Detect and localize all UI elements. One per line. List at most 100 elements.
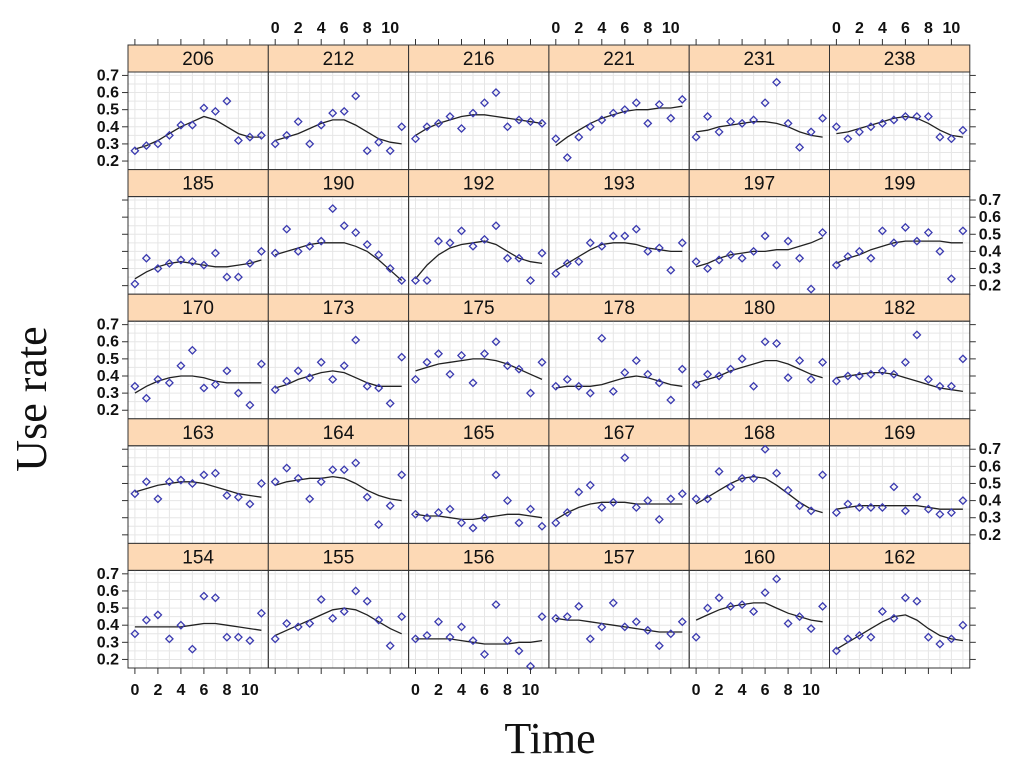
data-point xyxy=(866,369,876,379)
data-point xyxy=(187,120,197,130)
panel-168: 168 xyxy=(688,418,831,544)
panel-frame-231 xyxy=(688,71,831,171)
strip-label-216: 216 xyxy=(463,49,495,70)
panel-frame-156 xyxy=(408,569,550,669)
data-point xyxy=(562,374,572,384)
data-point xyxy=(210,106,220,116)
y-tick-label: 0.2 xyxy=(97,402,119,419)
data-point xyxy=(677,94,687,104)
data-point xyxy=(923,374,933,384)
panel-221: 221 xyxy=(548,44,690,171)
data-point xyxy=(643,369,653,379)
strip-label-180: 180 xyxy=(743,298,775,319)
data-point xyxy=(130,381,140,391)
panel-154: 154 xyxy=(127,542,269,669)
data-point xyxy=(385,641,395,651)
data-point xyxy=(806,284,816,294)
smooth-line-231 xyxy=(696,121,823,138)
data-point xyxy=(946,274,956,284)
data-point xyxy=(397,122,407,132)
axes-layer: 0 2 4 6 8 100 2 4 6 8 100 2 4 6 8 100 2 4 6 8 100 2 4 6 8 100 2 4 6 8… xyxy=(97,20,1001,699)
y-tick-label: 0.7 xyxy=(979,192,1001,209)
data-point xyxy=(293,117,303,127)
smooth-line-190 xyxy=(275,242,403,281)
smooth-line-212 xyxy=(275,119,402,145)
data-point xyxy=(866,253,876,263)
data-point xyxy=(537,118,547,128)
panel-frame-162 xyxy=(829,569,971,669)
panel-178: 178 xyxy=(548,293,690,420)
data-point xyxy=(256,478,266,488)
data-point xyxy=(141,477,151,487)
data-point xyxy=(795,356,805,366)
strip-165 xyxy=(408,418,550,447)
data-point xyxy=(233,135,243,146)
data-point xyxy=(339,465,349,475)
data-point xyxy=(703,111,713,122)
data-point xyxy=(176,120,186,130)
data-point xyxy=(854,246,864,256)
data-point xyxy=(783,373,793,383)
x-tick-label: 8 xyxy=(222,682,231,699)
data-point xyxy=(339,606,349,617)
panel-frame-206 xyxy=(127,71,269,171)
strip-238 xyxy=(829,44,971,73)
data-point xyxy=(433,617,444,627)
data-point xyxy=(222,490,232,500)
data-point xyxy=(130,279,140,289)
data-point xyxy=(703,263,713,274)
data-point xyxy=(806,374,816,384)
data-point xyxy=(749,473,759,483)
data-point xyxy=(691,380,701,390)
data-point xyxy=(737,253,747,263)
data-point xyxy=(233,492,243,502)
data-point xyxy=(691,257,701,267)
x-tick-label: 6 xyxy=(620,20,629,37)
y-tick-label: 0.5 xyxy=(979,475,1001,492)
data-point xyxy=(187,345,197,355)
data-point xyxy=(502,122,513,132)
data-point xyxy=(525,388,536,398)
panel-frame-190 xyxy=(267,196,410,295)
data-point xyxy=(551,134,561,144)
data-point xyxy=(795,612,805,622)
data-point xyxy=(270,477,280,487)
data-point xyxy=(385,146,395,156)
data-point xyxy=(153,139,163,149)
data-point xyxy=(502,253,513,263)
data-point xyxy=(703,603,713,613)
data-point xyxy=(491,470,501,480)
data-point xyxy=(525,117,536,127)
data-point xyxy=(233,388,243,398)
data-point xyxy=(176,475,186,485)
data-point xyxy=(351,91,361,101)
data-point xyxy=(677,617,687,627)
data-point xyxy=(245,636,255,646)
data-point xyxy=(620,105,630,115)
data-point xyxy=(760,231,770,241)
strip-label-175: 175 xyxy=(463,298,495,319)
panel-frame-197 xyxy=(688,196,831,295)
data-point xyxy=(479,513,490,523)
y-tick-label: 0.2 xyxy=(979,527,1001,544)
strip-221 xyxy=(548,44,690,73)
data-point xyxy=(222,96,232,106)
data-point xyxy=(854,127,864,137)
data-point xyxy=(749,606,759,617)
smooth-line-199 xyxy=(836,240,963,264)
data-point xyxy=(397,470,407,480)
panel-180: 180 xyxy=(688,293,831,420)
data-point xyxy=(502,361,513,371)
data-point xyxy=(958,226,968,236)
data-point xyxy=(831,260,841,270)
data-point xyxy=(187,257,197,267)
data-point xyxy=(164,477,174,487)
data-point xyxy=(866,502,876,512)
data-point xyxy=(597,241,607,251)
data-point xyxy=(270,634,280,644)
data-point xyxy=(456,226,467,236)
data-point xyxy=(818,113,828,123)
data-point xyxy=(818,470,828,480)
data-point xyxy=(935,639,945,649)
strip-label-168: 168 xyxy=(743,423,775,444)
